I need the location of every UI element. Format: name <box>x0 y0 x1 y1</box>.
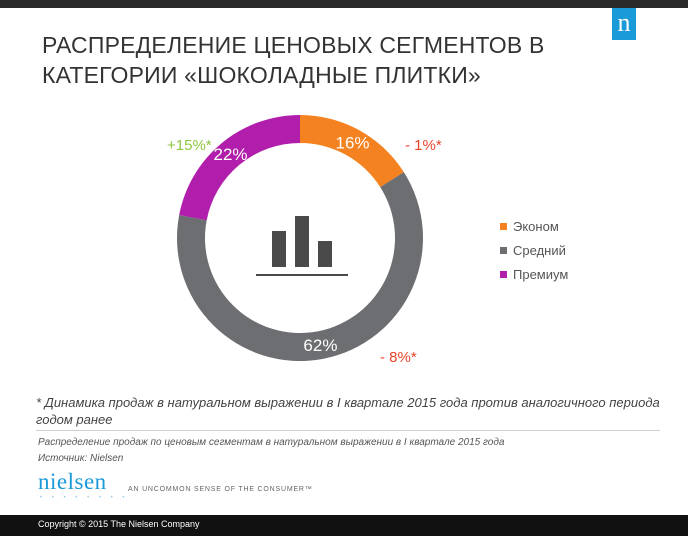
legend-item-econom: Эконом <box>500 214 568 238</box>
icon-bar-3 <box>318 241 332 267</box>
slice-label-econom: 16% <box>335 133 369 152</box>
source-description: Распределение продаж по ценовым сегмента… <box>38 437 505 448</box>
icon-bar-1 <box>272 231 286 267</box>
nielsen-corner-logo: n <box>612 8 636 40</box>
change-label-premium: +15%* <box>167 137 212 154</box>
bar-chart-icon <box>256 216 348 276</box>
icon-baseline <box>256 274 348 276</box>
title-line-1: РАСПРЕДЕЛЕНИЕ ЦЕНОВЫХ СЕГМЕНТОВ В <box>42 32 545 58</box>
brand-tagline: AN UNCOMMON SENSE OF THE CONSUMER™ <box>128 486 313 493</box>
legend-item-sredniy: Средний <box>500 238 568 262</box>
logo-dots: • • • • • • • • <box>40 495 129 501</box>
slice-label-sredniy: 62% <box>303 336 337 355</box>
change-label-sredniy: - 8%* <box>380 349 417 366</box>
donut-slice-econom <box>300 115 404 188</box>
donut-slice-sredniy <box>177 172 424 361</box>
legend-item-premium: Премиум <box>500 262 568 286</box>
legend-swatch <box>500 270 507 278</box>
legend-swatch <box>500 246 507 254</box>
legend-label: Премиум <box>513 266 569 282</box>
top-bar <box>0 0 688 8</box>
legend-swatch <box>500 222 507 230</box>
footer-bar <box>0 515 688 536</box>
donut-chart: 16% 62% 22% - 1%* - 8%* +15%* <box>167 115 442 366</box>
divider <box>36 430 660 431</box>
donut-slice-premium <box>179 115 300 221</box>
footnote: * Динамика продаж в натуральном выражени… <box>36 395 660 427</box>
change-label-econom: - 1%* <box>405 137 442 154</box>
page-title: РАСПРЕДЕЛЕНИЕ ЦЕНОВЫХ СЕГМЕНТОВ В КАТЕГО… <box>42 30 602 90</box>
source-credit: Источник: Nielsen <box>38 453 124 464</box>
nielsen-logo: nielsen <box>38 469 107 494</box>
legend-label: Средний <box>513 242 566 258</box>
title-line-2: КАТЕГОРИИ «ШОКОЛАДНЫЕ ПЛИТКИ» <box>42 62 481 88</box>
copyright: Copyright © 2015 The Nielsen Company <box>38 519 200 529</box>
legend-label: Эконом <box>513 218 559 234</box>
chart-legend: Эконом Средний Премиум <box>500 214 568 286</box>
icon-bar-2 <box>295 216 309 267</box>
slice-label-premium: 22% <box>214 145 248 164</box>
